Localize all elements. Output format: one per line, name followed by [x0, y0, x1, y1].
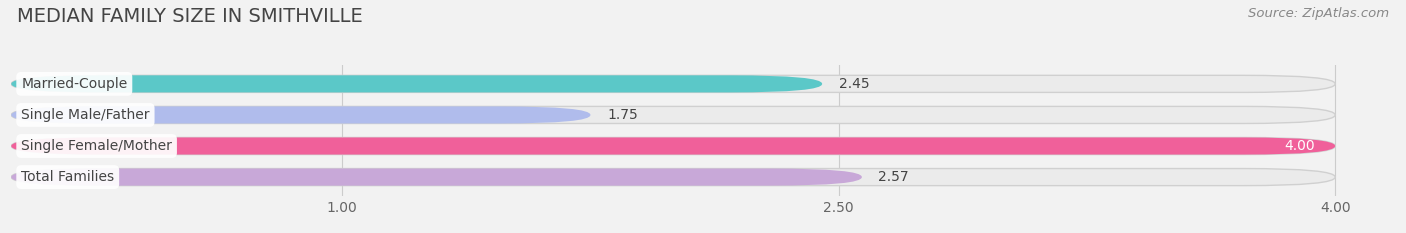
Text: MEDIAN FAMILY SIZE IN SMITHVILLE: MEDIAN FAMILY SIZE IN SMITHVILLE	[17, 7, 363, 26]
FancyBboxPatch shape	[11, 168, 862, 186]
FancyBboxPatch shape	[11, 106, 1336, 123]
Text: 2.45: 2.45	[839, 77, 869, 91]
Text: 2.57: 2.57	[879, 170, 910, 184]
FancyBboxPatch shape	[11, 137, 1336, 154]
FancyBboxPatch shape	[11, 137, 1336, 154]
FancyBboxPatch shape	[11, 168, 1336, 186]
Text: Single Male/Father: Single Male/Father	[21, 108, 149, 122]
Text: Single Female/Mother: Single Female/Mother	[21, 139, 172, 153]
FancyBboxPatch shape	[11, 106, 591, 123]
Text: Married-Couple: Married-Couple	[21, 77, 128, 91]
Text: Source: ZipAtlas.com: Source: ZipAtlas.com	[1249, 7, 1389, 20]
Text: Total Families: Total Families	[21, 170, 114, 184]
FancyBboxPatch shape	[11, 75, 1336, 93]
Text: 4.00: 4.00	[1285, 139, 1316, 153]
Text: 1.75: 1.75	[607, 108, 638, 122]
FancyBboxPatch shape	[11, 75, 823, 93]
